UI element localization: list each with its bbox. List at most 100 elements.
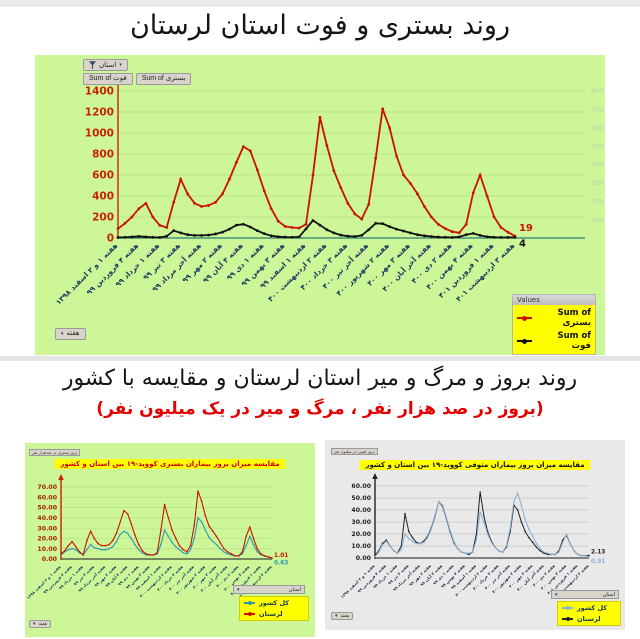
legend-item-lorestan: لرستان [562,615,616,623]
data-point [165,234,169,238]
main-trend-chart: استان ▾ Sum of فوت Sum of بستری 0 200 400 6… [35,55,605,355]
data-point [189,548,192,551]
week-filter-button[interactable]: ▾ هفته [55,328,86,341]
data-point [449,529,451,532]
province-filter-button[interactable]: ▾ استان [551,590,619,599]
data-point [550,553,553,556]
data-point [262,189,266,193]
data-point [189,544,192,547]
data-point [332,169,336,173]
data-point [374,556,376,558]
data-point [416,192,419,196]
data-point [223,547,225,550]
data-point [486,533,489,535]
data-point [172,229,176,233]
series-line-lorestan [60,490,273,559]
field-button-hospitalized[interactable]: Sum of بستری [135,73,192,86]
data-point [248,225,252,229]
page-title: روند بستری و فوت استان لرستان [129,10,511,41]
data-point [211,530,214,533]
pivot-field-label[interactable]: بروز فوتی در میلیون نفر [331,448,378,455]
y-axis-tick: 10.00 [351,543,371,550]
data-point [464,552,466,554]
data-point [426,536,429,539]
data-point [297,226,301,230]
data-point [86,548,88,551]
legend-item-hospitalized: Sum of بستری [517,308,591,328]
week-filter-button[interactable]: ▾ هفته [331,612,353,620]
data-point [119,521,122,523]
y-axis-tick: 40.00 [37,515,57,522]
data-point [468,552,470,554]
chevron-down-icon: ▾ [555,591,558,598]
data-point [436,235,440,239]
data-point [252,543,255,546]
data-point [234,161,238,164]
y2-axis-tick: 300 [591,179,603,187]
data-point [411,536,414,539]
data-point [483,521,485,523]
section-divider [0,356,640,361]
data-point [464,222,468,226]
data-point [509,527,511,529]
y-axis-tick: 30.00 [351,519,371,526]
chevron-down-icon: ▾ [33,621,36,627]
pivot-field-buttons: Sum of فوت Sum of بستری [83,73,192,86]
data-point [353,235,357,238]
data-point [60,553,62,555]
data-point [226,553,229,555]
data-point [407,530,410,533]
data-point [423,234,426,238]
y-axis-arrow [58,474,64,480]
data-point [248,149,252,153]
end-value-label: 0.91 [591,559,605,565]
week-filter-button[interactable]: ▾ هفته [29,620,51,628]
data-point [158,224,162,227]
data-point [200,234,203,237]
series-line-keshvar [374,491,590,558]
field-button-deaths[interactable]: Sum of فوت [83,73,133,86]
data-point [513,235,517,239]
data-point [89,530,92,533]
data-point [395,227,398,231]
y-axis-tick: 800 [92,149,114,161]
data-point [193,234,197,237]
data-point [490,541,493,544]
data-point [400,548,403,551]
data-point [163,503,166,506]
data-point [471,551,474,553]
data-point [234,223,238,227]
data-point [436,222,440,226]
data-point [524,530,526,533]
data-point [228,177,231,181]
data-point [163,529,166,531]
data-point [214,200,217,204]
legend-header[interactable]: Values [513,295,595,305]
data-point [325,228,329,232]
series-line-bastari [117,108,516,237]
y-axis-tick: 30.00 [37,525,57,532]
data-point [443,227,447,230]
data-point [402,173,405,177]
data-point [141,549,144,552]
province-filter-button[interactable]: ▾ استان [233,585,305,594]
data-point [230,553,233,555]
line-marker-icon [244,612,255,616]
data-point [156,552,159,554]
data-point [434,516,436,518]
data-point [269,207,273,211]
y-axis-tick: 0.00 [356,555,372,562]
data-point [123,221,127,225]
data-point [429,215,433,219]
province-filter-button[interactable]: استان ▾ [83,59,128,72]
data-point [137,234,141,238]
data-point [483,515,485,517]
y2-axis-tick: 200 [591,197,603,205]
main-legend: Values Sum of بستری Sum of فوت [512,294,596,355]
data-point [580,554,583,557]
data-point [339,233,343,237]
data-point [468,553,470,556]
data-point [506,236,510,239]
pivot-field-label[interactable]: بروز بستری در صدهزار نفر [29,449,81,456]
chevron-down-icon: ▾ [237,586,240,593]
